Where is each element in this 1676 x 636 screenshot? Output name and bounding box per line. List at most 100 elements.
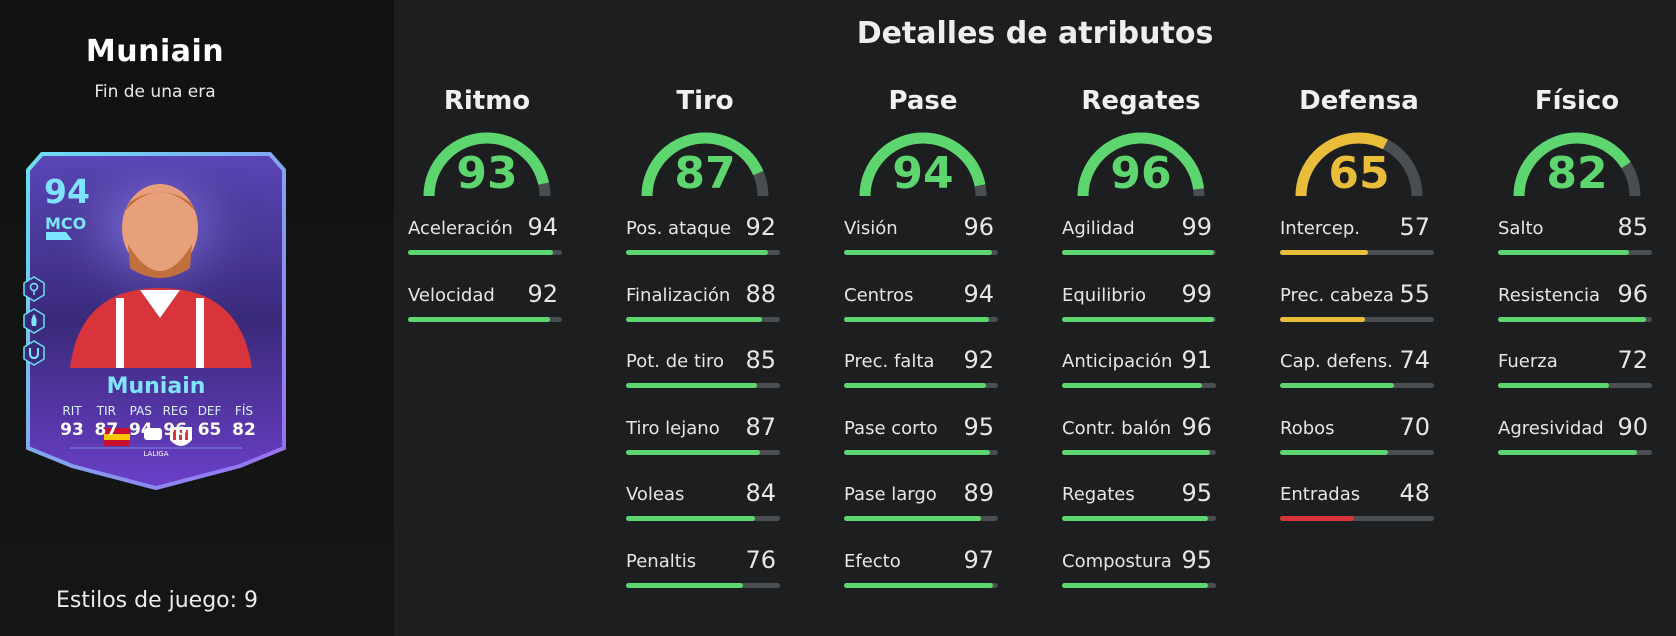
attribute-row: Centros 94 [844, 280, 1002, 352]
attribute-bar-fill [1280, 516, 1354, 521]
attribute-label: Visión [844, 218, 898, 239]
category-gauge: 65 [1280, 128, 1438, 208]
category-gauge: 82 [1498, 128, 1656, 208]
attribute-bar-fill [408, 316, 550, 322]
attribute-column-4: Defensa 65 Intercep. 57 Prec. cabeza 55 Cap. … [1280, 86, 1438, 551]
attribute-bar [1062, 383, 1216, 388]
attribute-bar [626, 582, 780, 588]
attribute-row: Resistencia 96 [1498, 280, 1656, 352]
attribute-value: 74 [1399, 346, 1430, 374]
attribute-label: Voleas [626, 484, 685, 505]
spain-flag-icon [104, 428, 130, 446]
attribute-row: Prec. cabeza 55 [1280, 280, 1438, 352]
attribute-label: Salto [1498, 218, 1544, 239]
magnet-icon [22, 340, 46, 366]
attribute-label: Pase largo [844, 484, 937, 505]
attribute-label: Compostura [1062, 550, 1172, 572]
attribute-bar-fill [1498, 383, 1609, 388]
attribute-bar-fill [1280, 449, 1388, 455]
club-crest-icon [170, 427, 192, 449]
category-rating: 87 [674, 148, 736, 199]
league-logo: LALIGA [143, 450, 169, 458]
category-title: Regates [1081, 86, 1201, 116]
attribute-bar [1280, 316, 1434, 322]
attribute-bar [626, 383, 780, 388]
attribute-bar-fill [844, 316, 989, 322]
attribute-bar-fill [626, 449, 760, 455]
card-stat-rit: RIT 93 [56, 404, 88, 440]
attribute-row: Prec. falta 92 [844, 346, 1002, 418]
attribute-row: Salto 85 [1498, 213, 1656, 285]
attribute-row: Finalización 88 [626, 280, 784, 352]
attribute-column-2: Pase 94 Visión 96 Centros 94 Prec. falta 92 Pas… [844, 86, 1002, 617]
card-stat-value: 82 [232, 420, 256, 440]
attribute-row: Anticipación 91 [1062, 346, 1220, 418]
attribute-row: Pot. de tiro 85 [626, 346, 784, 418]
attribute-row: Penaltis 76 [626, 546, 784, 618]
attribute-bar-fill [626, 316, 762, 322]
attribute-row: Pos. ataque 92 [626, 213, 784, 285]
category-rating: 94 [892, 148, 954, 199]
card-stat-value: 94 [128, 420, 153, 440]
attribute-bar [844, 582, 998, 588]
category-title: Físico [1534, 86, 1620, 116]
category-gauge: 94 [844, 128, 1002, 208]
attribute-bar [408, 316, 562, 322]
attribute-row: Voleas 84 [626, 479, 784, 551]
card-stat-label: DEF [197, 404, 222, 418]
card-stat-tir: TIR 87 [90, 404, 122, 440]
card-stat-value: 96 [163, 420, 187, 440]
attribute-column-0: Ritmo 93 Aceleración 94 Velocidad 92 [408, 86, 566, 351]
card-stat-label: REG [162, 404, 188, 418]
attribute-row: Equilibrio 99 [1062, 280, 1220, 352]
category-title: Defensa [1299, 86, 1419, 116]
attribute-label: Penaltis [626, 550, 697, 572]
attribute-row: Efecto 97 [844, 546, 1002, 618]
attribute-value: 99 [1181, 213, 1212, 241]
attribute-label: Cap. defens. [1280, 351, 1393, 372]
category-title: Pase [888, 86, 958, 116]
attribute-value: 96 [1181, 412, 1212, 441]
player-card-art [26, 152, 286, 491]
attribute-list: Visión 96 Centros 94 Prec. falta 92 Pase corto… [844, 213, 1002, 618]
attribute-label: Aceleración [408, 218, 513, 239]
attribute-list: Pos. ataque 92 Finalización 88 Pot. de tiro 8… [626, 213, 784, 618]
attribute-value: 91 [1181, 346, 1212, 374]
attribute-row: Compostura 95 [1062, 546, 1220, 618]
player-name: Muniain [85, 34, 225, 69]
attribute-label: Prec. falta [844, 351, 935, 372]
location-pin-icon [22, 276, 46, 302]
card-stat-label: TIR [96, 404, 116, 418]
attribute-value: 94 [527, 213, 558, 241]
attribute-value: 48 [1399, 479, 1430, 507]
attribute-label: Efecto [844, 550, 901, 572]
attribute-label: Contr. balón [1062, 417, 1172, 439]
attribute-list: Aceleración 94 Velocidad 92 [408, 213, 566, 351]
attribute-row: Agilidad 99 [1062, 213, 1220, 285]
attribute-value: 85 [745, 346, 776, 374]
playstyles-count: Estilos de juego: 9 [56, 588, 259, 613]
attribute-list: Intercep. 57 Prec. cabeza 55 Cap. defens. 74 R… [1280, 213, 1438, 551]
attribute-value: 94 [963, 279, 994, 308]
attribute-value: 87 [745, 412, 776, 441]
attribute-label: Prec. cabeza [1280, 284, 1394, 306]
attribute-details-panel: Detalles de atributos Ritmo 93 Aceleració… [394, 0, 1676, 636]
card-stat-value: 93 [60, 420, 84, 440]
attribute-bar-fill [1062, 250, 1215, 255]
attribute-row: Agresividad 90 [1498, 413, 1656, 485]
attribute-bar [844, 516, 998, 521]
attribute-bar-fill [1280, 316, 1365, 322]
attribute-bar-fill [1280, 250, 1368, 255]
category-title: Tiro [676, 86, 734, 116]
attribute-list: Salto 85 Resistencia 96 Fuerza 72 Agresividad 9… [1498, 213, 1656, 485]
attribute-bar [1498, 316, 1652, 322]
card-stat-label: RIT [62, 404, 82, 418]
attribute-bar [408, 250, 562, 255]
player-card[interactable]: 94 MCO Muniain RIT 93 TIR 87 PAS 94 [20, 148, 292, 493]
attribute-bar [1280, 250, 1434, 255]
attribute-column-5: Físico 82 Salto 85 Resistencia 96 Fuerza 72 Agr… [1498, 86, 1656, 484]
attribute-row: Entradas 48 [1280, 479, 1438, 551]
attribute-row: Visión 96 [844, 213, 1002, 285]
attribute-value: 90 [1617, 412, 1648, 441]
card-overall-rating: 94 [44, 172, 90, 211]
